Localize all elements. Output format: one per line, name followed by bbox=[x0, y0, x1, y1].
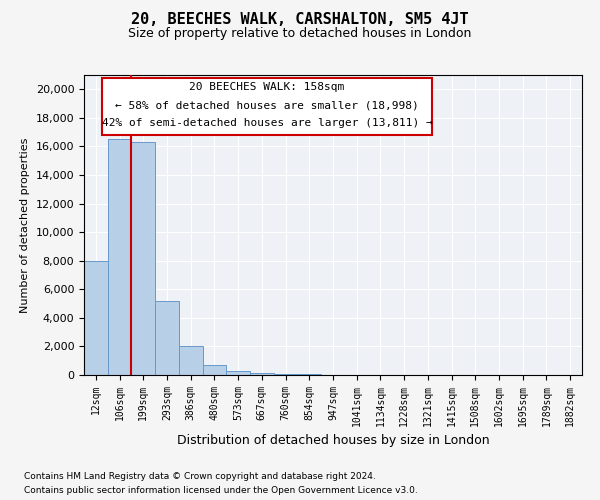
Bar bbox=[250, 373, 274, 375]
Bar bbox=[155, 300, 179, 375]
Text: 42% of semi-detached houses are larger (13,811) →: 42% of semi-detached houses are larger (… bbox=[101, 118, 433, 128]
Text: 20, BEECHES WALK, CARSHALTON, SM5 4JT: 20, BEECHES WALK, CARSHALTON, SM5 4JT bbox=[131, 12, 469, 28]
Bar bbox=[108, 140, 131, 375]
Text: 20 BEECHES WALK: 158sqm: 20 BEECHES WALK: 158sqm bbox=[190, 82, 344, 92]
Bar bbox=[298, 374, 321, 375]
Bar bbox=[203, 365, 226, 375]
Bar bbox=[131, 142, 155, 375]
X-axis label: Distribution of detached houses by size in London: Distribution of detached houses by size … bbox=[176, 434, 490, 447]
Text: Size of property relative to detached houses in London: Size of property relative to detached ho… bbox=[128, 28, 472, 40]
Bar bbox=[179, 346, 203, 375]
Text: Contains HM Land Registry data © Crown copyright and database right 2024.: Contains HM Land Registry data © Crown c… bbox=[24, 472, 376, 481]
Text: ← 58% of detached houses are smaller (18,998): ← 58% of detached houses are smaller (18… bbox=[115, 100, 419, 110]
Y-axis label: Number of detached properties: Number of detached properties bbox=[20, 138, 30, 312]
Bar bbox=[274, 374, 298, 375]
Bar bbox=[226, 372, 250, 375]
Text: Contains public sector information licensed under the Open Government Licence v3: Contains public sector information licen… bbox=[24, 486, 418, 495]
Bar bbox=[84, 260, 108, 375]
